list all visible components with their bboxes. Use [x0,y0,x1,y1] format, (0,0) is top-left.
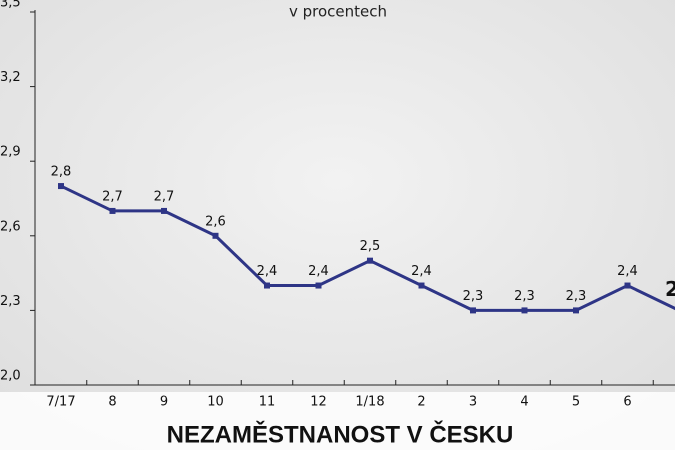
x-tick-label: 7/17 [46,395,75,410]
x-tick-label: 12 [310,395,327,410]
x-tick-label: 5 [572,395,580,410]
y-tick-label: 2,0 [0,369,21,384]
x-tick-label: 9 [160,395,168,410]
value-label: 2,6 [205,214,226,229]
value-label: 2,4 [257,264,278,279]
y-tick-label: 2,3 [0,294,21,309]
value-label: 2,4 [411,264,432,279]
point [418,282,425,289]
y-tick-label: 3,2 [0,70,21,85]
point [58,183,64,190]
value-label: 2,5 [360,239,381,254]
footer-band [0,392,675,450]
value-label: 2,3 [514,289,535,304]
value-label: 2,7 [154,189,175,204]
value-label: 2,4 [617,264,638,279]
x-tick-label: 8 [108,395,116,410]
point [367,257,373,264]
value-label: 2,3 [463,289,484,304]
y-tick-label: 2,9 [0,145,21,160]
x-tick-label: 2 [417,395,425,410]
value-label: 2,4 [308,264,329,279]
point [264,282,270,289]
x-tick-label: 3 [469,395,477,410]
point [624,282,631,289]
value-label: 2,3 [665,277,675,301]
y-tick-label: 3,5 [0,0,21,11]
point [573,307,579,314]
value-label: 2,7 [102,189,123,204]
x-tick-label: 4 [520,395,528,410]
x-tick-label: 6 [623,395,631,410]
y-tick-label: 2,6 [0,219,21,234]
chart-title: NEZAMĚSTNANOST V ČESKU [167,420,514,448]
x-tick-label: 11 [259,395,276,410]
point [109,207,116,214]
point [470,307,476,314]
point [161,207,167,214]
subtitle: v procentech [289,3,387,21]
point [212,232,219,239]
value-label: 2,3 [566,289,587,304]
x-tick-label: 10 [207,395,224,410]
x-tick-label: 1/18 [355,395,384,410]
point [521,307,528,314]
value-label: 2,8 [51,165,72,180]
point [315,282,322,289]
